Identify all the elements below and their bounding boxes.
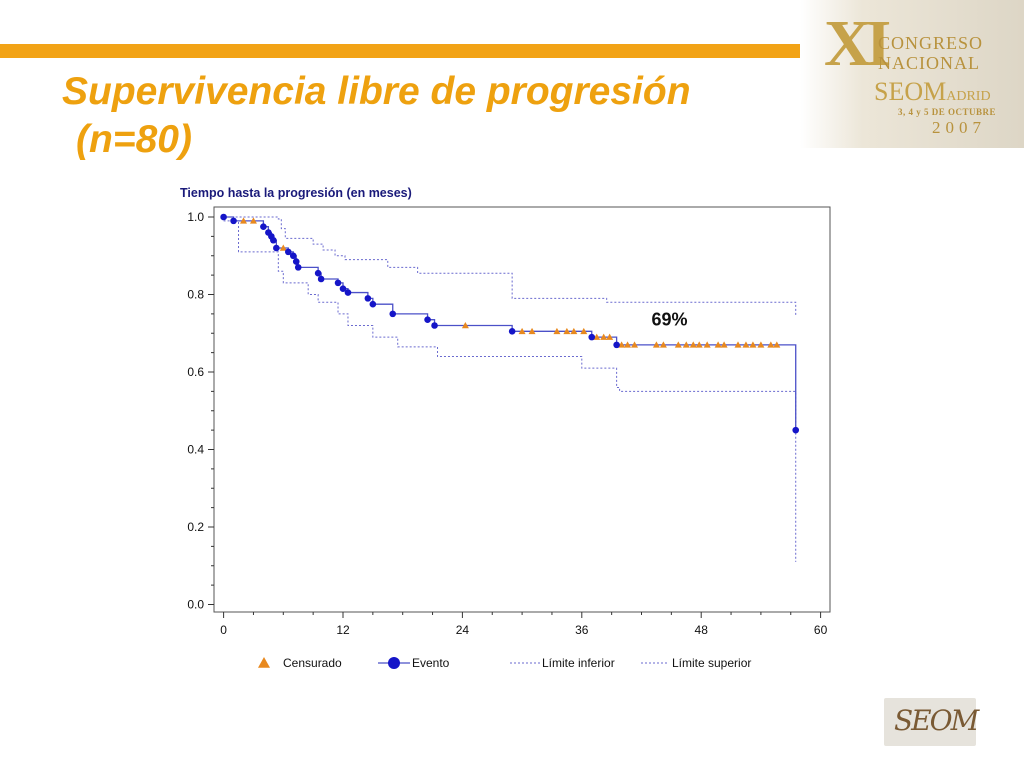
censored-marker [518,327,526,335]
y-tick-label: 1.0 [187,210,204,224]
event-marker [292,258,300,265]
censored-marker [618,341,626,348]
censored-marker [767,341,775,348]
event-marker [613,341,620,349]
censored-marker [734,341,742,348]
chart-title: Tiempo hasta la progresión (en meses) [180,186,412,200]
event-marker [284,248,292,256]
event-marker [431,322,438,329]
censored-marker [773,341,781,348]
banner-nacional: NACIONAL [878,53,980,73]
y-tick-label: 0.0 [187,598,204,612]
event-marker [289,252,297,260]
censored-marker [631,341,639,348]
event-marker [508,328,516,335]
legend-event-symbol [388,657,400,669]
x-tick-label: 0 [220,623,227,637]
event-marker [273,244,280,252]
event-marker [334,279,342,287]
event-marker [220,213,227,221]
banner-seom: SEOMADRID [874,78,991,111]
censored-marker [674,341,682,348]
accent-bar [0,44,822,58]
censored-marker [570,327,578,335]
event-marker [344,289,352,296]
censored-marker [580,327,588,335]
censored-marker [249,217,257,224]
event-marker [339,285,347,292]
annotation-label: 69% [651,310,687,330]
event-marker [260,223,267,230]
congress-banner: XI CONGRESO NACIONAL SEOMADRID 3, 4 y 5 … [800,0,1024,148]
legend-censored-label: Censurado [283,656,342,670]
y-tick-label: 0.2 [187,520,204,534]
censored-marker [749,341,757,348]
event-marker [369,300,377,308]
seom-logo-text: SEOM [894,704,979,737]
event-marker [294,264,302,271]
lower-limit-line [223,220,797,562]
banner-dates: 3, 4 y 5 DE OCTUBRE [898,107,997,117]
upper-limit-line [223,216,797,316]
x-tick-label: 60 [814,623,828,637]
event-marker [364,295,372,302]
legend-event-label: Evento [412,656,450,670]
banner-congreso-nacional: CONGRESO NACIONAL [878,33,983,73]
censored-marker [703,341,711,348]
x-tick-label: 12 [336,623,350,637]
censored-marker [720,341,728,348]
event-marker [230,217,237,225]
censored-marker [757,341,765,348]
censored-marker [593,333,601,340]
x-tick-label: 36 [575,623,589,637]
censored-marker [606,333,614,340]
censored-marker [682,341,690,348]
legend-upper-label: Límite superior [672,656,751,670]
censored-marker [240,217,247,224]
slide-title: Supervivencia libre de progresión (n=80) [62,68,691,164]
censored-marker [563,327,571,335]
censored-marker [742,341,750,348]
banner-roman-numeral: XI [824,7,891,80]
y-tick-label: 0.8 [187,288,204,302]
banner-seom-text: SEOM [874,77,947,106]
censored-marker [624,341,632,348]
banner-congreso: CONGRESO [878,33,984,53]
legend-censored-symbol [258,657,270,668]
censored-marker [652,341,660,348]
event-marker [792,426,800,434]
event-marker [317,275,325,283]
censored-marker [600,333,608,340]
censored-marker [279,244,287,251]
censored-marker [714,341,722,348]
banner-year: 2007 [932,118,986,137]
legend-lower-label: Límite inferior [542,656,615,670]
banner-madrid: ADRID [946,89,991,104]
event-marker [389,310,397,318]
censored-marker [528,327,536,335]
y-tick-label: 0.6 [187,365,204,379]
event-marker [424,316,431,323]
censored-marker [659,341,667,348]
slide-title-line2: (n=80) [76,118,192,161]
censored-marker [695,341,703,348]
censored-marker [553,327,561,335]
event-marker [314,269,322,277]
event-marker [270,236,277,244]
seom-logo: SEOM [884,698,979,746]
event-marker [588,333,596,341]
slide-title-line1: Supervivencia libre de progresión [62,70,691,113]
x-tick-label: 24 [456,623,470,637]
y-tick-label: 0.4 [187,443,204,457]
survival-curve [223,216,797,431]
censored-marker [689,341,697,348]
censored-marker [461,322,469,329]
x-tick-label: 48 [695,623,709,637]
